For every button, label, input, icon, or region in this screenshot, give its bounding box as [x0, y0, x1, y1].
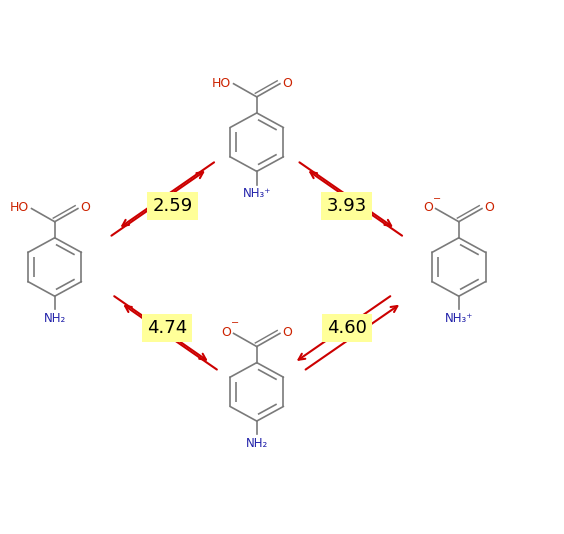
Text: NH₃⁺: NH₃⁺	[444, 312, 473, 325]
Text: HO: HO	[212, 77, 231, 90]
Text: 2.59: 2.59	[152, 197, 193, 215]
Text: NH₃⁺: NH₃⁺	[243, 187, 271, 200]
Text: 4.60: 4.60	[327, 319, 367, 337]
Text: O: O	[424, 201, 433, 215]
Text: NH₂: NH₂	[245, 437, 268, 450]
Text: O: O	[283, 326, 292, 339]
Text: −: −	[231, 318, 240, 328]
Text: −: −	[434, 194, 442, 203]
Text: 3.93: 3.93	[327, 197, 367, 215]
Text: O: O	[221, 326, 231, 339]
Text: NH₂: NH₂	[43, 312, 66, 325]
Text: HO: HO	[10, 201, 29, 215]
Text: O: O	[283, 77, 292, 90]
Text: O: O	[484, 201, 494, 215]
Text: O: O	[80, 201, 90, 215]
Text: 4.74: 4.74	[147, 319, 187, 337]
